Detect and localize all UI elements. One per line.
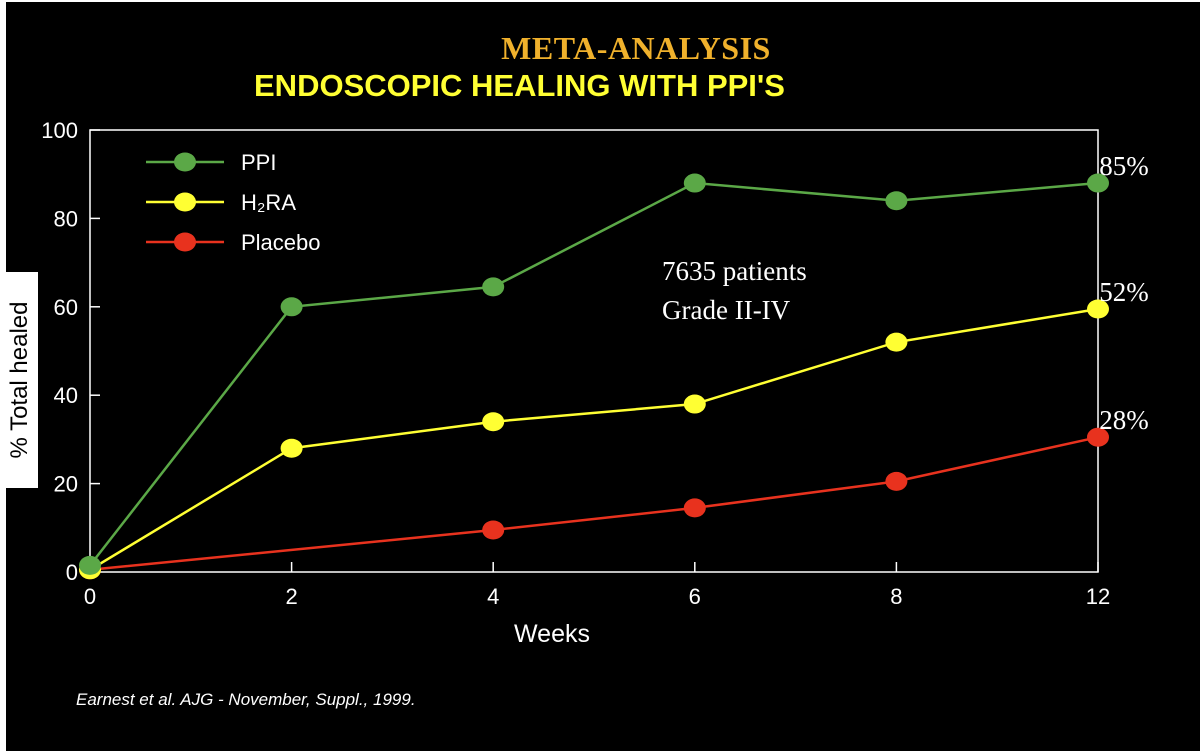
y-tick-label: 0 bbox=[66, 560, 78, 585]
plot-frame bbox=[89, 129, 1099, 573]
legend-label: H₂RA bbox=[241, 190, 296, 215]
data-point bbox=[280, 297, 303, 317]
end-value-label: 28% bbox=[1099, 405, 1149, 435]
healing-line-chart: 0 20 40 60 80 100 0 2 4 6 8 12 Weeks PPI H₂RA Placebo 85… bbox=[41, 118, 1149, 648]
x-tick-label: 4 bbox=[487, 584, 499, 609]
x-tick-label: 2 bbox=[285, 584, 297, 609]
citation: Earnest et al. AJG - November, Suppl., 1… bbox=[76, 690, 416, 709]
data-point bbox=[1087, 299, 1109, 319]
x-tick-label: 6 bbox=[689, 584, 701, 609]
data-point bbox=[482, 277, 505, 297]
slide-title: META-ANALYSIS bbox=[501, 30, 771, 66]
data-point bbox=[482, 412, 505, 432]
y-tick-label: 60 bbox=[54, 295, 78, 320]
data-point bbox=[885, 332, 908, 352]
data-point bbox=[79, 555, 101, 575]
data-point bbox=[482, 520, 505, 540]
data-point bbox=[885, 191, 908, 211]
legend-label: PPI bbox=[241, 150, 276, 175]
x-tick-label: 0 bbox=[84, 584, 96, 609]
data-point bbox=[683, 394, 706, 414]
y-tick-label: 80 bbox=[54, 206, 78, 231]
data-point bbox=[885, 471, 908, 491]
series-line bbox=[89, 181, 1099, 567]
end-value-label: 52% bbox=[1099, 277, 1149, 307]
annotation-text: Grade II-IV bbox=[662, 295, 791, 325]
y-tick-label: 40 bbox=[54, 383, 78, 408]
end-value-label: 85% bbox=[1099, 151, 1149, 181]
slide: META-ANALYSIS ENDOSCOPIC HEALING WITH PP… bbox=[6, 2, 1200, 751]
data-point bbox=[1087, 173, 1109, 193]
slide-subtitle: ENDOSCOPIC HEALING WITH PPI'S bbox=[254, 68, 785, 103]
y-tick-label: 100 bbox=[41, 118, 78, 143]
legend-marker bbox=[174, 232, 196, 252]
legend-marker bbox=[174, 192, 196, 212]
series-line bbox=[89, 435, 1099, 572]
x-axis-label: Weeks bbox=[514, 620, 590, 648]
x-tick-label: 12 bbox=[1086, 584, 1110, 609]
data-point bbox=[1087, 427, 1109, 447]
legend-marker bbox=[174, 152, 196, 172]
data-point bbox=[683, 498, 706, 518]
y-axis-label-box bbox=[0, 272, 38, 488]
y-tick-label: 20 bbox=[54, 472, 78, 497]
data-point bbox=[683, 173, 706, 193]
series-line bbox=[89, 307, 1099, 571]
legend-label: Placebo bbox=[241, 230, 321, 255]
x-tick-label: 8 bbox=[890, 584, 902, 609]
y-axis-label: % Total healed bbox=[6, 301, 33, 459]
data-point bbox=[280, 438, 303, 458]
annotation-text: 7635 patients bbox=[662, 256, 807, 286]
